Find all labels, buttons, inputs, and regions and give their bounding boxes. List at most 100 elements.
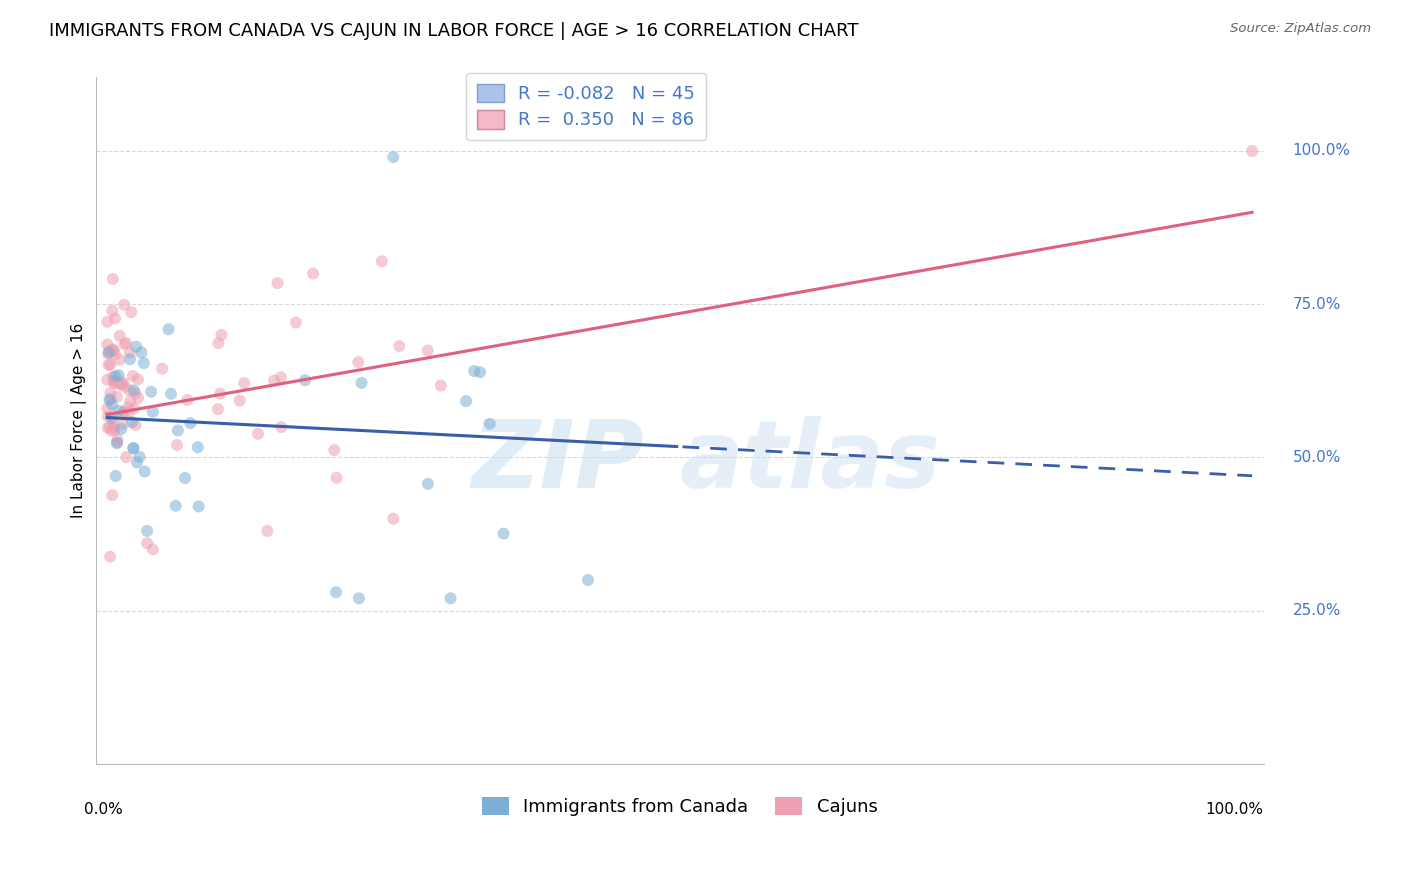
Cajuns [229, 393, 252, 408]
Cajuns [97, 421, 120, 435]
Cajuns [104, 423, 127, 437]
Cajuns [98, 549, 121, 564]
Text: 75.0%: 75.0% [1292, 297, 1341, 311]
Cajuns [111, 377, 134, 392]
Cajuns [103, 415, 125, 429]
Immigrants from Canada [576, 573, 599, 587]
Cajuns [101, 303, 124, 318]
Immigrants from Canada [128, 450, 150, 464]
Immigrants from Canada [134, 465, 156, 479]
Immigrants from Canada [160, 386, 183, 401]
Cajuns [104, 374, 127, 388]
Immigrants from Canada [110, 422, 132, 436]
Cajuns [122, 369, 145, 384]
Cajuns [105, 390, 128, 404]
Cajuns [323, 443, 346, 458]
Text: IMMIGRANTS FROM CANADA VS CAJUN IN LABOR FORCE | AGE > 16 CORRELATION CHART: IMMIGRANTS FROM CANADA VS CAJUN IN LABOR… [49, 22, 859, 40]
Cajuns [115, 450, 138, 465]
Immigrants from Canada [131, 345, 153, 359]
Immigrants from Canada [468, 365, 491, 379]
Immigrants from Canada [100, 410, 122, 425]
Text: 25.0%: 25.0% [1292, 603, 1341, 618]
Cajuns [112, 298, 135, 312]
Cajuns [416, 343, 439, 358]
Cajuns [111, 376, 134, 390]
Immigrants from Canada [187, 440, 209, 454]
Cajuns [101, 344, 124, 359]
Cajuns [388, 339, 411, 353]
Cajuns [430, 378, 453, 392]
Cajuns [110, 377, 132, 392]
Cajuns [207, 336, 229, 351]
Cajuns [302, 267, 325, 281]
Immigrants from Canada [104, 469, 127, 483]
Immigrants from Canada [382, 150, 405, 164]
Cajuns [120, 305, 142, 319]
Immigrants from Canada [107, 368, 129, 383]
Text: 100.0%: 100.0% [1205, 802, 1264, 816]
Cajuns [371, 254, 394, 268]
Cajuns [266, 276, 288, 290]
Cajuns [347, 355, 370, 369]
Cajuns [104, 311, 127, 326]
Immigrants from Canada [165, 499, 187, 513]
Cajuns [270, 370, 292, 384]
Cajuns [108, 376, 131, 390]
Cajuns [100, 386, 122, 401]
Immigrants from Canada [125, 340, 148, 354]
Cajuns [112, 404, 135, 418]
Cajuns [96, 401, 118, 416]
Cajuns [207, 402, 229, 417]
Cajuns [112, 417, 135, 431]
Cajuns [98, 420, 121, 434]
Text: 100.0%: 100.0% [1292, 144, 1351, 159]
Immigrants from Canada [121, 415, 143, 429]
Cajuns [101, 272, 124, 286]
Cajuns [117, 405, 139, 419]
Immigrants from Canada [174, 471, 197, 485]
Cajuns [103, 343, 125, 358]
Cajuns [209, 386, 232, 401]
Cajuns [1241, 144, 1264, 158]
Text: 0.0%: 0.0% [84, 802, 122, 816]
Immigrants from Canada [439, 591, 461, 606]
Immigrants from Canada [347, 591, 370, 606]
Cajuns [108, 352, 131, 367]
Immigrants from Canada [492, 526, 515, 541]
Cajuns [96, 315, 118, 329]
Immigrants from Canada [139, 384, 162, 399]
Immigrants from Canada [136, 524, 159, 538]
Cajuns [127, 372, 149, 386]
Cajuns [124, 386, 146, 401]
Text: ZIP: ZIP [471, 416, 644, 508]
Immigrants from Canada [132, 356, 155, 370]
Cajuns [101, 343, 124, 357]
Cajuns [112, 406, 135, 420]
Immigrants from Canada [187, 500, 209, 514]
Cajuns [101, 488, 124, 502]
Cajuns [325, 471, 347, 485]
Cajuns [142, 542, 165, 557]
Cajuns [104, 348, 127, 362]
Cajuns [107, 433, 129, 447]
Cajuns [97, 344, 120, 359]
Y-axis label: In Labor Force | Age > 16: In Labor Force | Age > 16 [72, 323, 87, 518]
Immigrants from Canada [350, 376, 373, 390]
Immigrants from Canada [478, 417, 501, 431]
Text: atlas: atlas [679, 416, 941, 508]
Cajuns [108, 328, 131, 343]
Cajuns [118, 384, 141, 398]
Immigrants from Canada [416, 476, 439, 491]
Cajuns [96, 373, 118, 387]
Cajuns [115, 335, 138, 350]
Immigrants from Canada [101, 397, 124, 411]
Cajuns [285, 316, 308, 330]
Cajuns [117, 401, 139, 415]
Cajuns [247, 426, 270, 441]
Immigrants from Canada [122, 442, 145, 456]
Legend: Immigrants from Canada, Cajuns: Immigrants from Canada, Cajuns [474, 789, 884, 823]
Cajuns [122, 401, 145, 416]
Cajuns [120, 394, 142, 409]
Immigrants from Canada [107, 404, 129, 418]
Text: 50.0%: 50.0% [1292, 450, 1341, 465]
